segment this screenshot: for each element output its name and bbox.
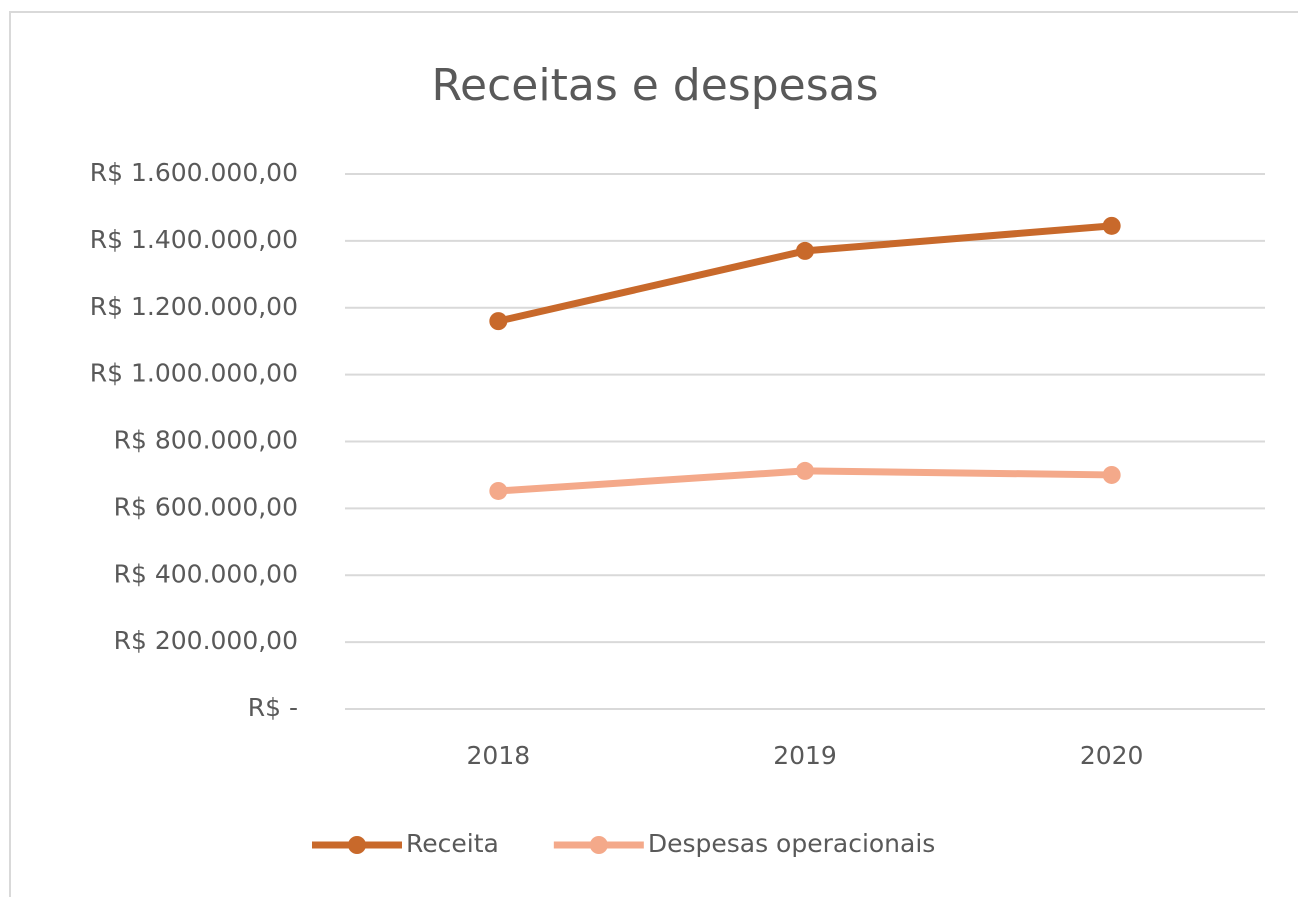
data-point bbox=[796, 461, 814, 480]
y-tick-label: R$ - bbox=[248, 693, 298, 722]
x-tick-label: 2019 bbox=[773, 741, 837, 770]
legend-marker bbox=[348, 836, 366, 854]
legend-marker bbox=[589, 836, 608, 854]
chart-border bbox=[9, 11, 1298, 897]
data-point bbox=[1102, 465, 1121, 484]
data-point bbox=[489, 481, 508, 500]
data-point bbox=[796, 241, 814, 260]
y-tick-label: R$ 600.000,00 bbox=[114, 492, 298, 521]
y-tick-label: R$ 1.200.000,00 bbox=[90, 292, 298, 321]
y-tick-label: R$ 400.000,00 bbox=[114, 559, 298, 588]
legend-label: Receita bbox=[406, 829, 499, 858]
y-tick-label: R$ 800.000,00 bbox=[114, 426, 298, 455]
data-point bbox=[489, 312, 508, 331]
legend-label: Despesas operacionais bbox=[648, 829, 936, 858]
x-tick-label: 2020 bbox=[1080, 741, 1144, 770]
y-tick-label: R$ 200.000,00 bbox=[114, 626, 298, 655]
y-tick-label: R$ 1.400.000,00 bbox=[90, 225, 298, 254]
chart-title: Receitas e despesas bbox=[431, 60, 878, 111]
data-point bbox=[1102, 216, 1121, 235]
x-tick-label: 2018 bbox=[467, 741, 531, 770]
y-tick-label: R$ 1.600.000,00 bbox=[90, 158, 298, 187]
y-tick-label: R$ 1.000.000,00 bbox=[90, 359, 298, 388]
